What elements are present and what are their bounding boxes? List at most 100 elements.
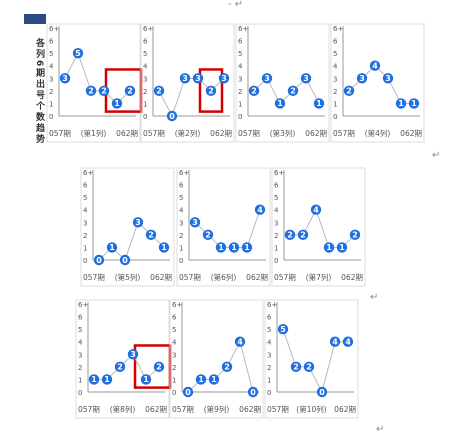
y-tick-label: 5 (274, 194, 278, 202)
x-label-start: 057期 (83, 273, 105, 282)
x-label-end: 062期 (400, 129, 422, 138)
data-label: 0 (96, 256, 102, 265)
x-label-column: (第1列) (81, 128, 107, 138)
y-tick-label: 0 (238, 113, 242, 121)
data-point (241, 242, 253, 253)
data-label: 2 (352, 231, 358, 240)
data-label: 3 (192, 218, 198, 227)
data-point (303, 361, 315, 373)
data-point (124, 85, 136, 97)
data-point (59, 73, 71, 84)
y-tick-label: 3 (78, 351, 82, 359)
y-tick-label: 1 (78, 376, 82, 384)
x-label-start: 057期 (274, 273, 296, 282)
data-point (111, 98, 123, 109)
data-point (114, 361, 126, 373)
data-point (234, 336, 246, 347)
highlight-box (198, 68, 224, 113)
return-mark-1: ↵ (432, 150, 441, 161)
data-point (254, 204, 266, 215)
panel-frame (140, 23, 235, 143)
data-point (408, 98, 420, 109)
data-label: 1 (339, 243, 345, 252)
data-point (158, 242, 170, 253)
data-point (261, 73, 273, 84)
data-label: 1 (218, 243, 224, 252)
data-label: 2 (101, 87, 107, 96)
data-label: 3 (135, 218, 141, 227)
data-point (88, 374, 100, 385)
y-tick-label: 5 (179, 194, 183, 202)
x-label-end: 062期 (150, 273, 172, 282)
data-point (342, 336, 354, 347)
data-label: 3 (62, 74, 68, 83)
x-label-end: 062期 (341, 273, 363, 282)
y-tick-label: 2 (267, 364, 271, 372)
y-tick-label: 5 (143, 50, 147, 58)
data-point (140, 374, 152, 385)
y-tick-label: 1 (49, 100, 53, 108)
y-tick-label: 5 (333, 50, 337, 58)
x-label-column: (第2列) (175, 128, 201, 138)
y-tick-label: 6+ (83, 169, 93, 177)
data-point (153, 85, 165, 97)
data-label: 1 (411, 99, 417, 108)
y-tick-label: 6 (83, 182, 88, 190)
data-point (93, 254, 105, 266)
y-tick-label: 3 (143, 75, 147, 83)
y-tick-label: 6+ (267, 301, 277, 309)
data-label: 4 (257, 206, 263, 215)
data-label: 3 (359, 74, 365, 83)
data-label: 3 (264, 74, 270, 83)
y-tick-label: 1 (179, 244, 183, 252)
y-tick-label: 3 (172, 351, 176, 359)
data-label: 2 (346, 87, 352, 96)
data-point (202, 229, 214, 241)
data-label: 2 (287, 231, 293, 240)
y-tick-label: 0 (83, 257, 87, 265)
data-point (274, 98, 286, 109)
y-tick-label: 3 (49, 75, 53, 83)
data-point (106, 242, 118, 253)
x-label-column: (第8列) (110, 404, 136, 414)
data-label: 0 (319, 388, 325, 397)
y-tick-label: 6 (49, 38, 54, 46)
data-label: 2 (290, 87, 296, 96)
y-tick-label: 0 (143, 113, 147, 121)
y-tick-label: 3 (333, 75, 337, 83)
x-label-start: 057期 (333, 129, 355, 138)
data-point (72, 47, 84, 59)
data-label: 1 (244, 243, 250, 252)
data-point (336, 242, 348, 253)
y-tick-label: 2 (333, 88, 337, 96)
highlight-box (133, 344, 172, 389)
data-point (329, 336, 341, 347)
data-label: 4 (237, 338, 243, 347)
data-point (300, 73, 312, 84)
series-line (194, 209, 261, 248)
y-tick-label: 4 (274, 207, 279, 215)
highlight-box (104, 68, 143, 113)
y-tick-label: 6 (179, 182, 184, 190)
return-mark-2: ↵ (370, 292, 379, 303)
y-tick-label: 5 (78, 326, 82, 334)
side-label-header-bar (24, 14, 46, 24)
x-label-column: (第9列) (204, 404, 230, 414)
y-tick-label: 4 (267, 339, 272, 347)
y-tick-label: 1 (238, 100, 242, 108)
x-label-start: 057期 (78, 405, 100, 414)
y-tick-label: 6+ (238, 25, 248, 33)
x-label-column: (第5列) (115, 272, 141, 282)
y-tick-label: 6 (143, 38, 148, 46)
data-label: 4 (345, 338, 351, 347)
data-point (290, 361, 302, 373)
panel-frame (80, 167, 175, 287)
data-label: 0 (185, 388, 191, 397)
data-label: 1 (198, 375, 204, 384)
data-label: 2 (208, 87, 214, 96)
y-tick-label: 2 (179, 232, 183, 240)
y-tick-label: 2 (78, 364, 82, 372)
